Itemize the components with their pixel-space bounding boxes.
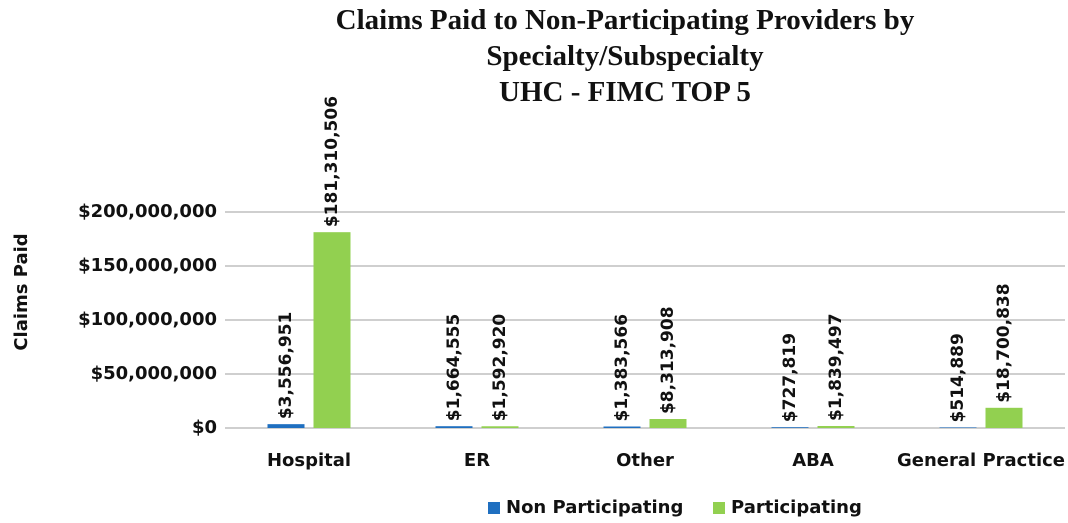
value-label: $3,556,951 bbox=[276, 312, 296, 420]
legend-swatch bbox=[713, 502, 725, 514]
value-label: $514,889 bbox=[948, 333, 968, 422]
bar bbox=[435, 426, 473, 428]
x-tick-label: ABA bbox=[792, 450, 834, 471]
y-tick-label: $100,000,000 bbox=[78, 309, 217, 330]
value-label: $18,700,838 bbox=[994, 283, 1014, 402]
bar bbox=[267, 424, 305, 428]
chart-subtitle: UHC - FIMC TOP 5 bbox=[499, 76, 751, 108]
y-tick-label: $0 bbox=[192, 417, 217, 438]
bar bbox=[939, 427, 977, 428]
y-tick-label: $200,000,000 bbox=[78, 201, 217, 222]
x-tick-label: General Practice bbox=[897, 450, 1065, 471]
value-label: $1,839,497 bbox=[826, 313, 846, 421]
legend-label: Participating bbox=[731, 497, 862, 518]
bar bbox=[771, 427, 809, 428]
value-label: $1,664,555 bbox=[444, 314, 464, 422]
legend-swatch bbox=[488, 502, 500, 514]
chart-title: Claims Paid to Non-Participating Provide… bbox=[335, 4, 915, 72]
value-label: $1,383,566 bbox=[612, 314, 632, 422]
titles: Claims Paid to Non-Participating Provide… bbox=[275, 2, 975, 110]
bar bbox=[985, 407, 1023, 428]
x-tick-label: Other bbox=[616, 450, 674, 471]
x-tick-label: ER bbox=[464, 450, 490, 471]
value-label: $727,819 bbox=[780, 333, 800, 422]
value-label: $8,313,908 bbox=[658, 306, 678, 414]
x-tick-label: Hospital bbox=[267, 450, 351, 471]
bar bbox=[649, 419, 687, 428]
bar bbox=[603, 426, 641, 428]
y-tick-label: $50,000,000 bbox=[91, 363, 217, 384]
value-label: $1,592,920 bbox=[490, 314, 510, 422]
bar bbox=[481, 426, 519, 428]
y-tick-label: $150,000,000 bbox=[78, 255, 217, 276]
value-label: $181,310,506 bbox=[322, 96, 342, 227]
bar bbox=[313, 232, 351, 428]
legend-label: Non Participating bbox=[506, 497, 683, 518]
bar bbox=[817, 426, 855, 428]
y-axis-label: Claims Paid bbox=[11, 233, 32, 350]
